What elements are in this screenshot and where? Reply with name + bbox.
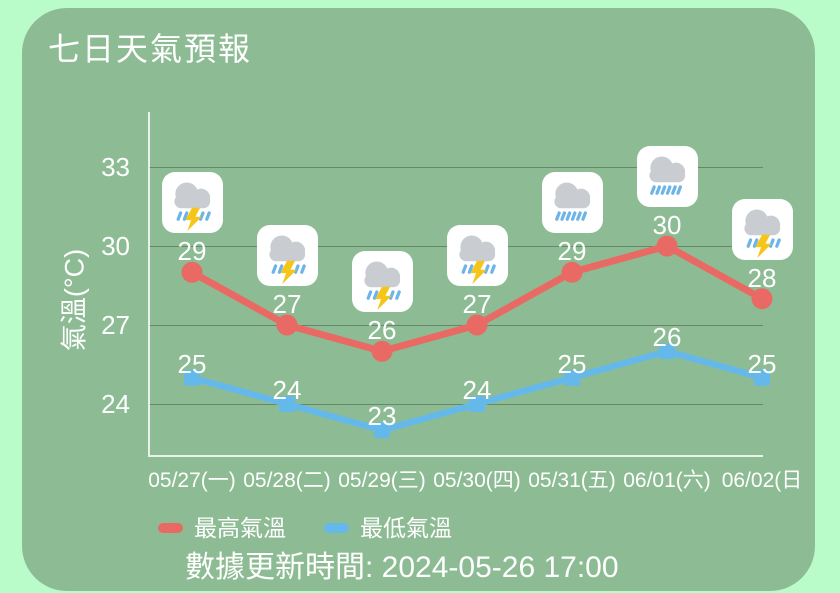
thunderstorm-icon [351, 251, 413, 313]
x-axis-label: 05/29(三) [338, 469, 426, 492]
x-axis-line [148, 455, 763, 457]
y-tick-label: 33 [101, 152, 130, 182]
x-axis-label: 05/30(四) [433, 469, 521, 492]
max-temp-label: 29 [177, 236, 207, 267]
x-axis-label: 05/31(五) [528, 469, 616, 492]
x-axis-label: 06/01(六) [623, 469, 711, 492]
y-axis-line [148, 112, 150, 455]
min-temp-label: 24 [272, 375, 302, 405]
legend-swatch [158, 523, 183, 533]
x-axis-label: 05/28(二) [243, 469, 331, 492]
temperature-lines-svg [181, 235, 773, 439]
x-axis-label: 05/27(一) [148, 469, 236, 492]
thunderstorm-icon [446, 225, 508, 286]
y-tick-label: 24 [101, 389, 130, 419]
thunderstorm-icon [161, 172, 223, 234]
legend-item: 最高氣溫 [158, 514, 286, 542]
rain-icon [541, 172, 603, 234]
grid-line [148, 404, 763, 405]
legend-label: 最高氣溫 [194, 515, 286, 541]
min-temp-label: 23 [367, 401, 397, 432]
max-temp-label: 27 [462, 289, 492, 319]
min-temp-label: 25 [177, 348, 207, 379]
min-temp-label: 26 [652, 322, 682, 353]
page-title: 七日天氣預報 [48, 31, 253, 67]
y-tick-label: 30 [101, 231, 130, 261]
legend-swatch [324, 523, 349, 533]
forecast-card: 七日天氣預報 氣溫(°C) 24 27 30 33 29 27 26 27 29 30 28 25 24… [22, 8, 815, 591]
max-temp-label: 29 [557, 236, 587, 267]
min-temp-label: 25 [747, 348, 777, 379]
y-tick-label: 27 [101, 310, 130, 340]
max-temp-label: 30 [652, 210, 682, 240]
thunderstorm-icon [256, 225, 318, 286]
rain-icon [636, 146, 698, 207]
max-temp-label: 27 [272, 289, 302, 319]
update-time-text: 數據更新時間: 2024-05-26 17:00 [185, 551, 619, 584]
max-temp-label: 26 [367, 315, 397, 346]
max-temp-label: 28 [747, 262, 777, 293]
legend-label: 最低氣溫 [360, 515, 452, 541]
grid-line [148, 167, 763, 168]
min-temp-label: 24 [462, 375, 492, 405]
x-axis-label: 06/02(日 [721, 469, 803, 492]
chart-legend: 最高氣溫 最低氣溫 [158, 514, 452, 542]
min-temp-label: 25 [557, 348, 587, 379]
thunderstorm-icon [731, 198, 793, 260]
legend-item: 最低氣溫 [324, 514, 452, 542]
